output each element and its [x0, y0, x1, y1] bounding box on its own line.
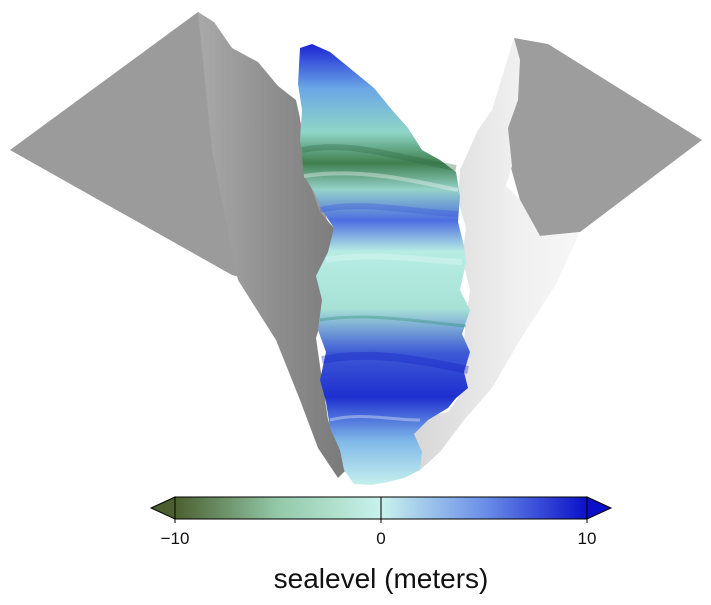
terrain-scene	[10, 12, 702, 485]
right-slope	[412, 38, 580, 470]
colorbar-tick-label: 10	[578, 529, 597, 548]
left-slope	[198, 12, 346, 478]
colorbar-extend-high	[586, 496, 613, 520]
sealevel-surface	[298, 44, 470, 485]
colorbar-tick-label: −10	[161, 529, 190, 548]
right-plateau	[506, 38, 702, 236]
surface-bands	[301, 144, 469, 422]
colorbar-title: sealevel (meters)	[274, 563, 489, 594]
colorbar-tick-label: 0	[376, 529, 385, 548]
colorbar-ticks: −10 0 10	[161, 497, 597, 548]
colorbar: −10 0 10 sealevel (meters)	[149, 496, 613, 594]
colorbar-extend-low	[149, 496, 176, 520]
